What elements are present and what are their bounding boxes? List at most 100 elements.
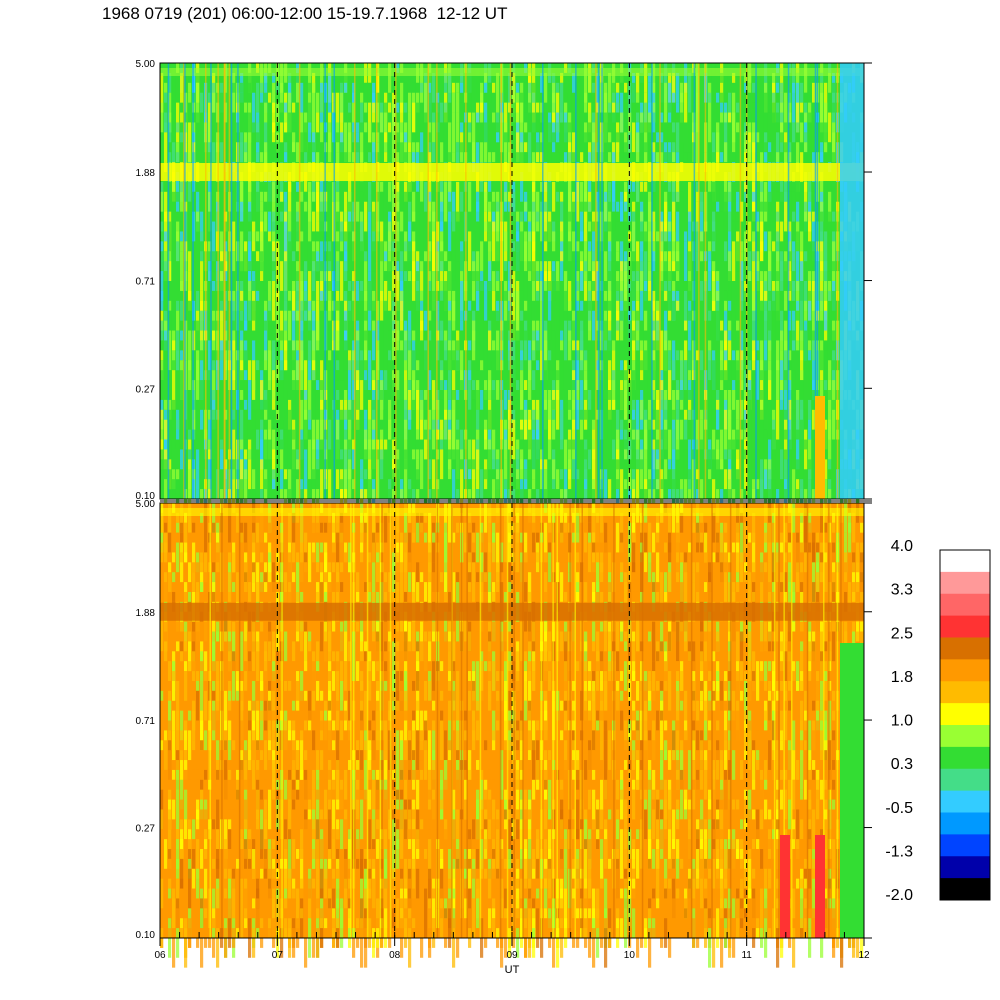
heatmap-cell	[716, 459, 720, 480]
heatmap-cell	[168, 469, 172, 490]
heatmap-cell	[508, 290, 512, 301]
heatmap-cell	[308, 439, 312, 480]
heatmap-cell	[476, 330, 480, 371]
heatmap-cell	[584, 211, 588, 242]
heatmap-cell	[408, 350, 412, 381]
heatmap-cell	[556, 231, 560, 272]
heatmap-cell	[180, 878, 184, 889]
heatmap-cell	[252, 680, 256, 721]
heatmap-cell	[160, 532, 164, 553]
heatmap-cell	[252, 898, 256, 909]
heatmap-cell	[264, 330, 268, 361]
heatmap-cell	[372, 300, 376, 321]
heatmap-cell	[440, 439, 444, 450]
heatmap-cell	[804, 132, 808, 153]
heatmap-cell	[652, 102, 656, 113]
heatmap-cell	[668, 370, 672, 400]
heatmap-cell	[180, 908, 184, 919]
heatmap-cell	[160, 809, 164, 830]
heatmap-cell	[364, 380, 368, 420]
heatmap-cell	[216, 829, 220, 850]
heatmap-cell	[440, 261, 444, 272]
heatmap-cell	[508, 409, 512, 420]
heatmap-cell	[748, 439, 752, 450]
heatmap-cell	[396, 82, 400, 103]
heatmap-cell	[612, 439, 616, 460]
heatmap-cell	[384, 281, 388, 311]
heatmap-cell	[740, 380, 744, 390]
heatmap-cell	[160, 680, 164, 701]
heatmap-cell	[560, 191, 564, 202]
heatmap-cell	[256, 710, 260, 751]
heatmap-cell	[516, 290, 520, 331]
heatmap-cell	[776, 340, 780, 371]
heatmap-cell	[780, 191, 784, 212]
heatmap-cell	[580, 102, 584, 113]
heatmap-cell	[196, 769, 200, 780]
heatmap-cell	[164, 271, 168, 301]
heatmap-cell	[212, 429, 216, 450]
heatmap-cell	[520, 211, 524, 222]
heatmap-cell	[708, 469, 712, 480]
heatmap-cell	[576, 281, 580, 291]
heatmap-cell	[188, 730, 192, 761]
heatmap-cell	[528, 102, 532, 123]
streak	[542, 63, 544, 499]
streak	[693, 63, 696, 499]
heatmap-cell	[828, 459, 832, 470]
heatmap-cell	[696, 181, 700, 192]
heatmap-cell	[160, 102, 164, 133]
heatmap-cell	[608, 390, 612, 400]
heatmap-cell	[744, 320, 748, 351]
heatmap-cell	[384, 271, 388, 281]
heatmap-cell	[832, 132, 836, 163]
heatmap-cell	[396, 419, 400, 430]
heatmap-cell	[820, 350, 824, 381]
heatmap-cell	[556, 449, 560, 480]
heatmap-cell	[188, 92, 192, 103]
heatmap-cell	[832, 211, 836, 222]
heatmap-cell	[280, 489, 284, 499]
heatmap-cell	[392, 271, 396, 311]
heatmap-cell	[468, 281, 472, 311]
heatmap-cell	[272, 181, 276, 222]
heatmap-cell	[552, 459, 556, 480]
heatmap-cell	[560, 82, 564, 123]
heatmap-cell	[260, 271, 264, 281]
heatmap-cell	[612, 211, 616, 232]
heatmap-cell	[376, 271, 380, 281]
heatmap-cell	[444, 290, 448, 311]
heatmap-cell	[328, 251, 332, 262]
heatmap-cell	[224, 631, 228, 642]
heatmap-cell	[528, 370, 532, 400]
heatmap-cell	[568, 231, 572, 242]
heatmap-cell	[312, 330, 316, 371]
heatmap-cell	[336, 231, 340, 252]
heatmap-cell	[524, 340, 528, 351]
heatmap-cell	[484, 122, 488, 153]
heatmap-cell	[248, 878, 252, 919]
heatmap-cell	[456, 390, 460, 400]
heatmap-cell	[536, 281, 540, 291]
heatmap-cell	[316, 261, 320, 272]
heatmap-cell	[752, 211, 756, 232]
heatmap-cell	[488, 221, 492, 232]
heatmap-cell	[564, 271, 568, 311]
heatmap-cell	[560, 172, 564, 202]
heatmap-cell	[824, 122, 828, 143]
heatmap-cell	[532, 82, 536, 93]
heatmap-cell	[344, 350, 348, 371]
heatmap-cell	[412, 211, 416, 222]
heatmap-cell	[208, 340, 212, 381]
heatmap-cell	[208, 409, 212, 420]
heatmap-cell	[428, 370, 432, 381]
heatmap-cell	[760, 409, 764, 440]
heatmap-cell	[804, 330, 808, 361]
heatmap-cell	[784, 191, 788, 202]
heatmap-cell	[192, 542, 196, 573]
heatmap-cell	[304, 409, 308, 420]
heatmap-cell	[296, 380, 300, 400]
heatmap-cell	[740, 181, 744, 212]
heatmap-cell	[244, 918, 248, 929]
heatmap-cell	[728, 330, 732, 341]
